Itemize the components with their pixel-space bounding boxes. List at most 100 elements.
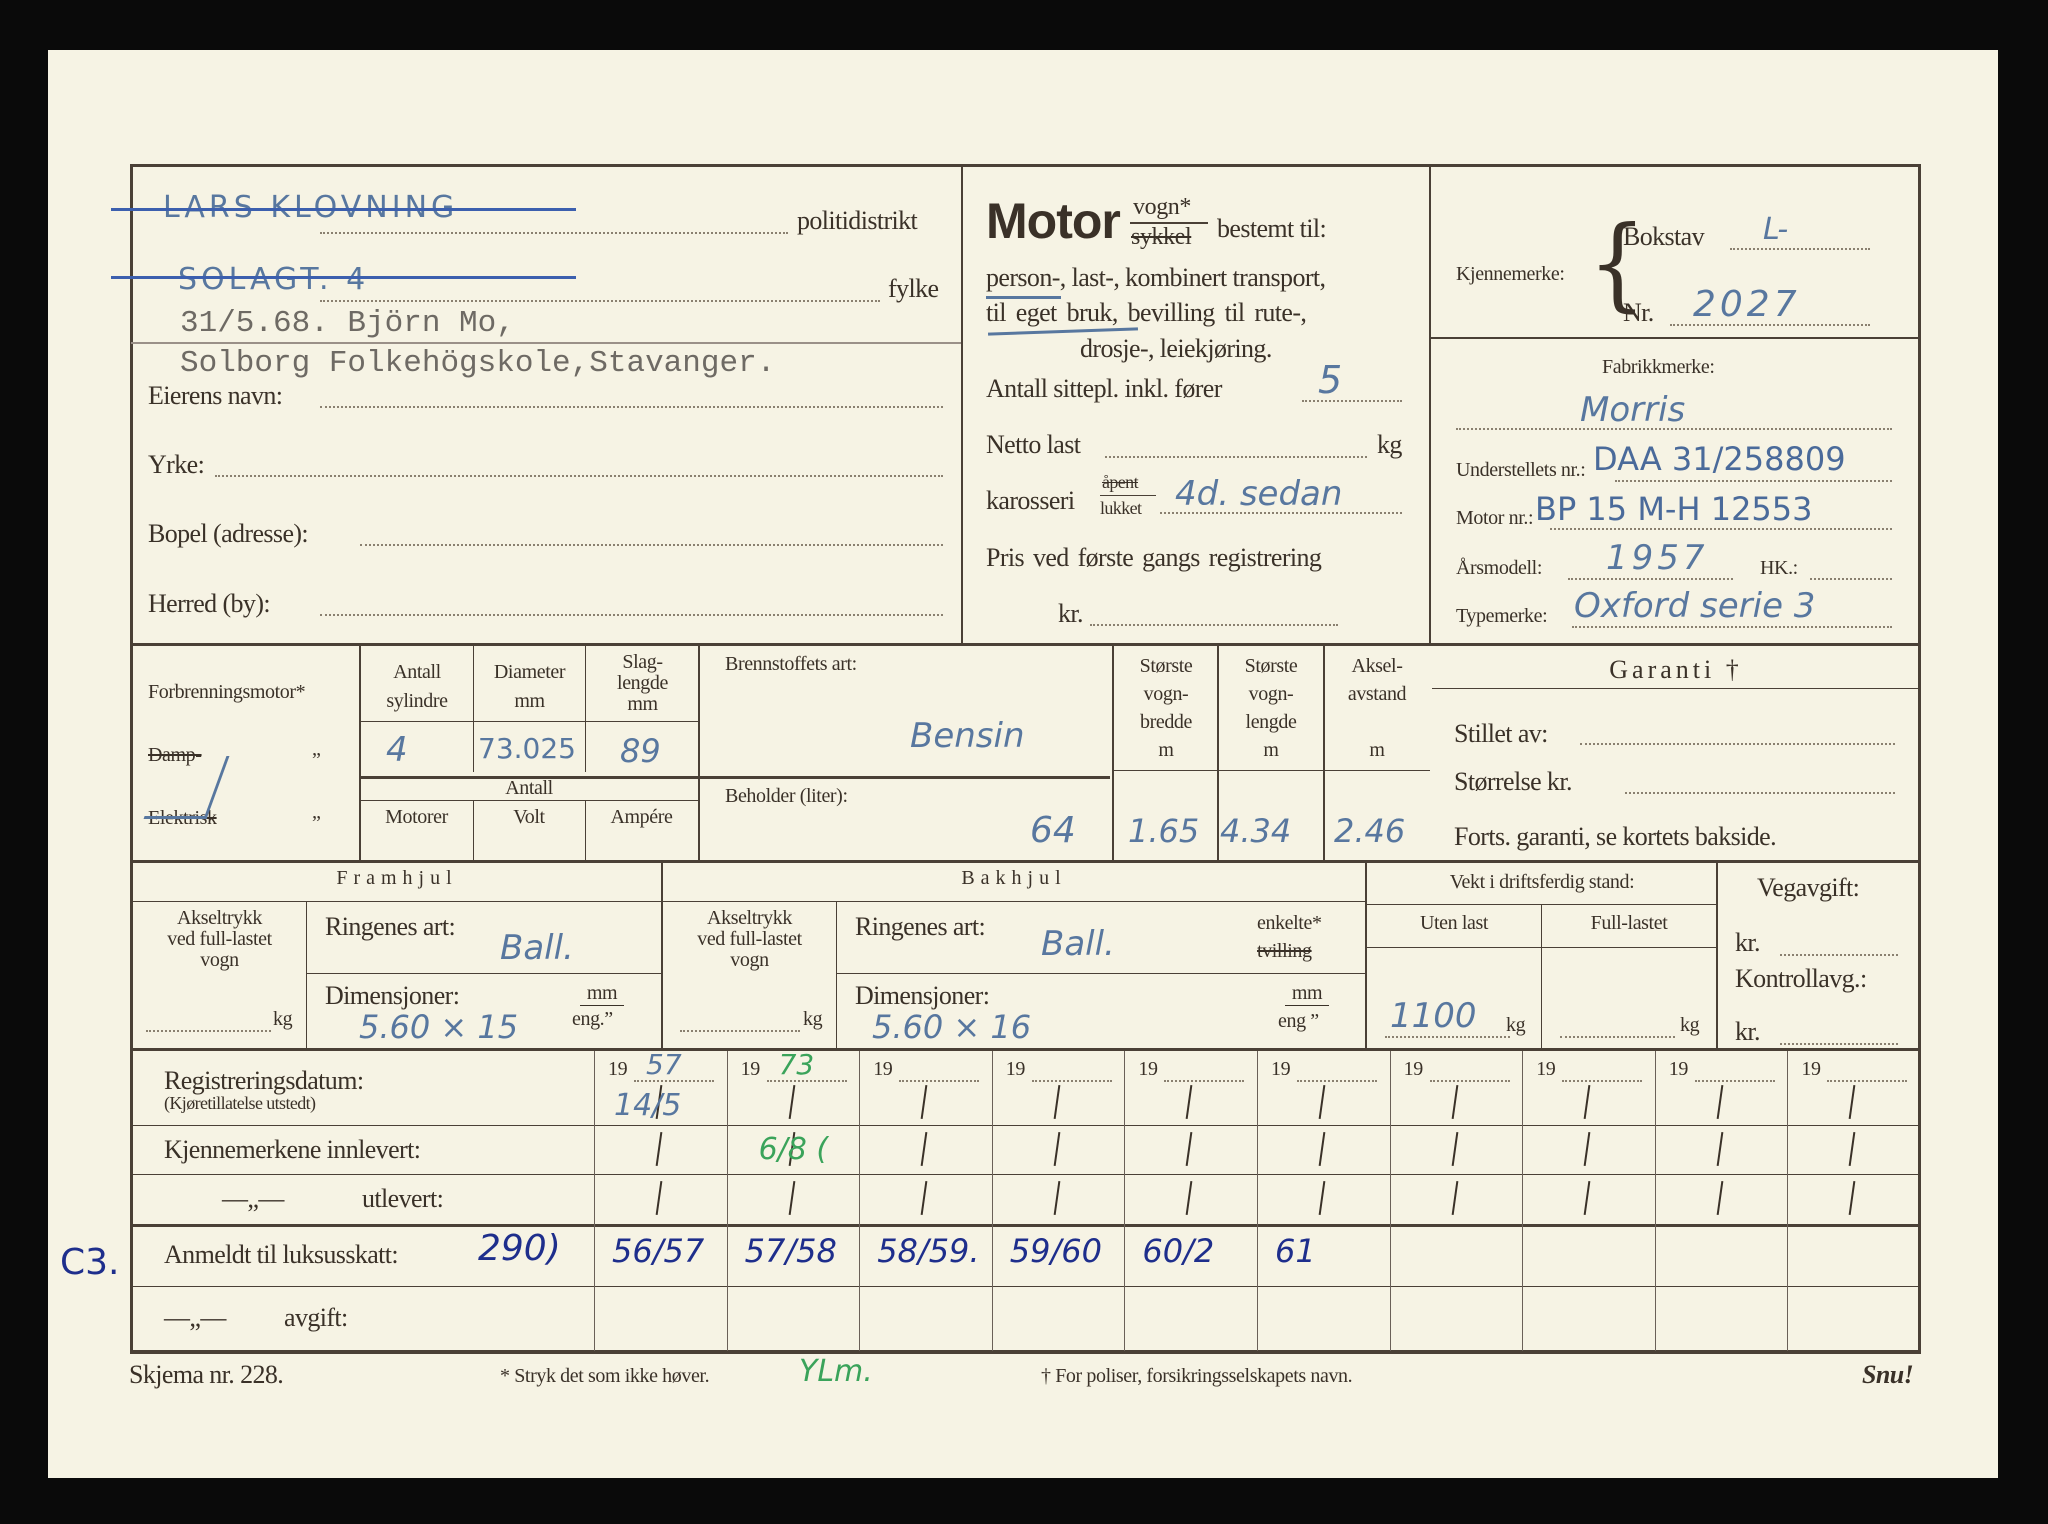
divider-top-1: [961, 165, 963, 645]
year-field[interactable]: [1164, 1080, 1245, 1082]
year-field[interactable]: [1827, 1080, 1908, 1082]
grid-line: [661, 862, 663, 1049]
chassis-value: DAA 31/258809: [1593, 440, 1846, 478]
unladen-field[interactable]: [1385, 1036, 1510, 1038]
label-line: vogn-: [1248, 683, 1294, 705]
typed-underline: [131, 342, 961, 344]
plates-in-value: 6/8 (: [758, 1132, 829, 1167]
front-axle-load-field[interactable]: [146, 1030, 271, 1032]
year-field[interactable]: [1694, 1080, 1775, 1082]
typed-owner-line-1: 31/5.68. Björn Mo,: [180, 306, 515, 341]
year-field[interactable]: [1297, 1080, 1377, 1082]
reg-date-value: 14/5: [614, 1088, 682, 1123]
amount-field[interactable]: [1625, 792, 1895, 794]
section-line-1: [131, 643, 1921, 646]
engine-number-field[interactable]: [1550, 528, 1892, 530]
year-prefix: 19: [740, 1058, 761, 1080]
label-line: bredde: [1139, 711, 1192, 733]
stroke-value: 89: [620, 732, 661, 770]
letter-value: L-: [1763, 212, 1789, 247]
turn-over-note: Snu!: [1862, 1360, 1914, 1389]
luxury-tax-value: 60/2: [1142, 1232, 1215, 1270]
guarantee-title: Garanti †: [1609, 655, 1743, 684]
make-value: Morris: [1580, 390, 1686, 430]
seats-field[interactable]: [1302, 400, 1402, 402]
column-divider: [1257, 1051, 1258, 1351]
luxury-tax-value: 56/57: [612, 1232, 705, 1270]
cylinders-label: Antall sylindre: [386, 661, 448, 712]
grid-line: [1323, 645, 1325, 861]
road-tax-title: Vegavgift:: [1757, 873, 1860, 902]
vogn-option: vogn*: [1133, 194, 1192, 220]
form-number: Skjema nr. 228.: [129, 1360, 284, 1389]
ditto-mark: „: [312, 801, 321, 823]
number-label: Nr.: [1623, 298, 1654, 327]
control-fee-label: Kontrollavg.:: [1735, 964, 1867, 993]
address-field[interactable]: [360, 544, 943, 546]
column-divider: [1654, 1051, 1656, 1351]
label-line: Største: [1139, 655, 1193, 677]
horsepower-field[interactable]: [1810, 578, 1892, 580]
luxury-tax-value: 59/60: [1009, 1232, 1103, 1270]
road-tax-kr: kr.: [1735, 928, 1761, 957]
label-line: m: [1369, 739, 1385, 761]
price-label: Pris ved første gangs registrering: [986, 543, 1322, 572]
laden-field[interactable]: [1560, 1036, 1675, 1038]
year-field[interactable]: [1429, 1080, 1510, 1082]
body-field[interactable]: [1160, 512, 1402, 514]
year-field[interactable]: [1562, 1080, 1643, 1082]
typed-owner-line-2: Solborg Folkehögskole,Stavanger.: [180, 346, 776, 381]
price-field[interactable]: [1090, 624, 1338, 626]
issued-by-field[interactable]: [1580, 743, 1895, 745]
fraction-line: [1130, 222, 1208, 224]
letter-label: Bokstav: [1623, 222, 1705, 251]
label-line: avstand: [1347, 683, 1407, 705]
label-line: lengde: [1245, 711, 1297, 733]
strike-note: * Stryk det som ikke høver.: [500, 1365, 710, 1387]
owner-name-field[interactable]: [320, 406, 943, 408]
body-closed-option: lukket: [1100, 498, 1142, 518]
length-value: 4.34: [1220, 812, 1292, 850]
unladen-label: Uten last: [1419, 912, 1489, 934]
police-district-field[interactable]: [320, 232, 788, 234]
control-fee-kr: kr.: [1735, 1017, 1761, 1046]
net-load-field[interactable]: [1105, 456, 1367, 458]
year-field[interactable]: [766, 1080, 847, 1082]
frame-bottom: [131, 1350, 1921, 1354]
number-field[interactable]: [1670, 324, 1870, 326]
model-year-field[interactable]: [1568, 578, 1733, 580]
steam-label: Damp-: [148, 744, 202, 766]
type-field[interactable]: [1572, 626, 1892, 628]
front-mm-label: mm: [580, 982, 624, 1006]
label-line: vogn: [730, 949, 769, 971]
front-rings-label: Ringenes art:: [325, 912, 456, 941]
ditto-mark: „: [312, 738, 321, 760]
year-field[interactable]: [1031, 1080, 1112, 1082]
year-field[interactable]: [899, 1080, 980, 1082]
price-currency: kr.: [1058, 599, 1084, 628]
motors-label: Motorer: [385, 806, 448, 828]
rear-rings-label: Ringenes art:: [855, 912, 986, 941]
road-tax-field[interactable]: [1780, 954, 1898, 956]
year-field[interactable]: [634, 1080, 714, 1082]
chassis-field[interactable]: [1615, 480, 1892, 482]
municipality-field[interactable]: [320, 614, 943, 616]
frame-left: [130, 164, 133, 1354]
year-prefix: 19: [1536, 1058, 1556, 1080]
letter-field[interactable]: [1730, 248, 1870, 250]
number-value: 2027: [1693, 284, 1801, 325]
make-field[interactable]: [1456, 428, 1892, 430]
luxury-tax-value: 61: [1275, 1232, 1316, 1270]
rear-axle-load-field[interactable]: [680, 1030, 800, 1032]
purpose-line-2: til eget bruk, bevilling til rute-,: [986, 298, 1307, 327]
type-value: Oxford serie 3: [1574, 586, 1816, 626]
grid-line: [307, 973, 662, 974]
grid-line: [133, 1286, 1920, 1287]
occupation-field[interactable]: [215, 475, 943, 477]
grid-line: [698, 645, 700, 861]
county-field[interactable]: [320, 300, 880, 302]
control-fee-field[interactable]: [1780, 1043, 1898, 1045]
divider-top-2: [1429, 165, 1431, 645]
year-prefix: 19: [873, 1058, 893, 1080]
reg-date-sublabel: (Kjøretillatelse utstedt): [164, 1093, 316, 1113]
